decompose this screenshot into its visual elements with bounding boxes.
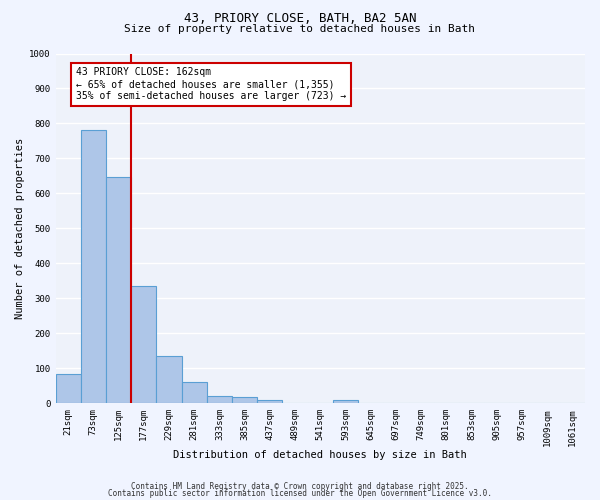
Text: Size of property relative to detached houses in Bath: Size of property relative to detached ho…: [125, 24, 476, 34]
Bar: [131, 286, 157, 404]
Bar: [207, 396, 232, 404]
Bar: [232, 397, 257, 404]
Bar: [257, 400, 283, 404]
X-axis label: Distribution of detached houses by size in Bath: Distribution of detached houses by size …: [173, 450, 467, 460]
Text: 43, PRIORY CLOSE, BATH, BA2 5AN: 43, PRIORY CLOSE, BATH, BA2 5AN: [184, 12, 416, 26]
Text: Contains public sector information licensed under the Open Government Licence v3: Contains public sector information licen…: [108, 489, 492, 498]
Bar: [157, 356, 182, 404]
Bar: [81, 130, 106, 404]
Bar: [333, 400, 358, 404]
Bar: [182, 382, 207, 404]
Bar: [56, 374, 81, 404]
Y-axis label: Number of detached properties: Number of detached properties: [15, 138, 25, 319]
Bar: [106, 176, 131, 404]
Text: Contains HM Land Registry data © Crown copyright and database right 2025.: Contains HM Land Registry data © Crown c…: [131, 482, 469, 491]
Text: 43 PRIORY CLOSE: 162sqm
← 65% of detached houses are smaller (1,355)
35% of semi: 43 PRIORY CLOSE: 162sqm ← 65% of detache…: [76, 68, 346, 100]
